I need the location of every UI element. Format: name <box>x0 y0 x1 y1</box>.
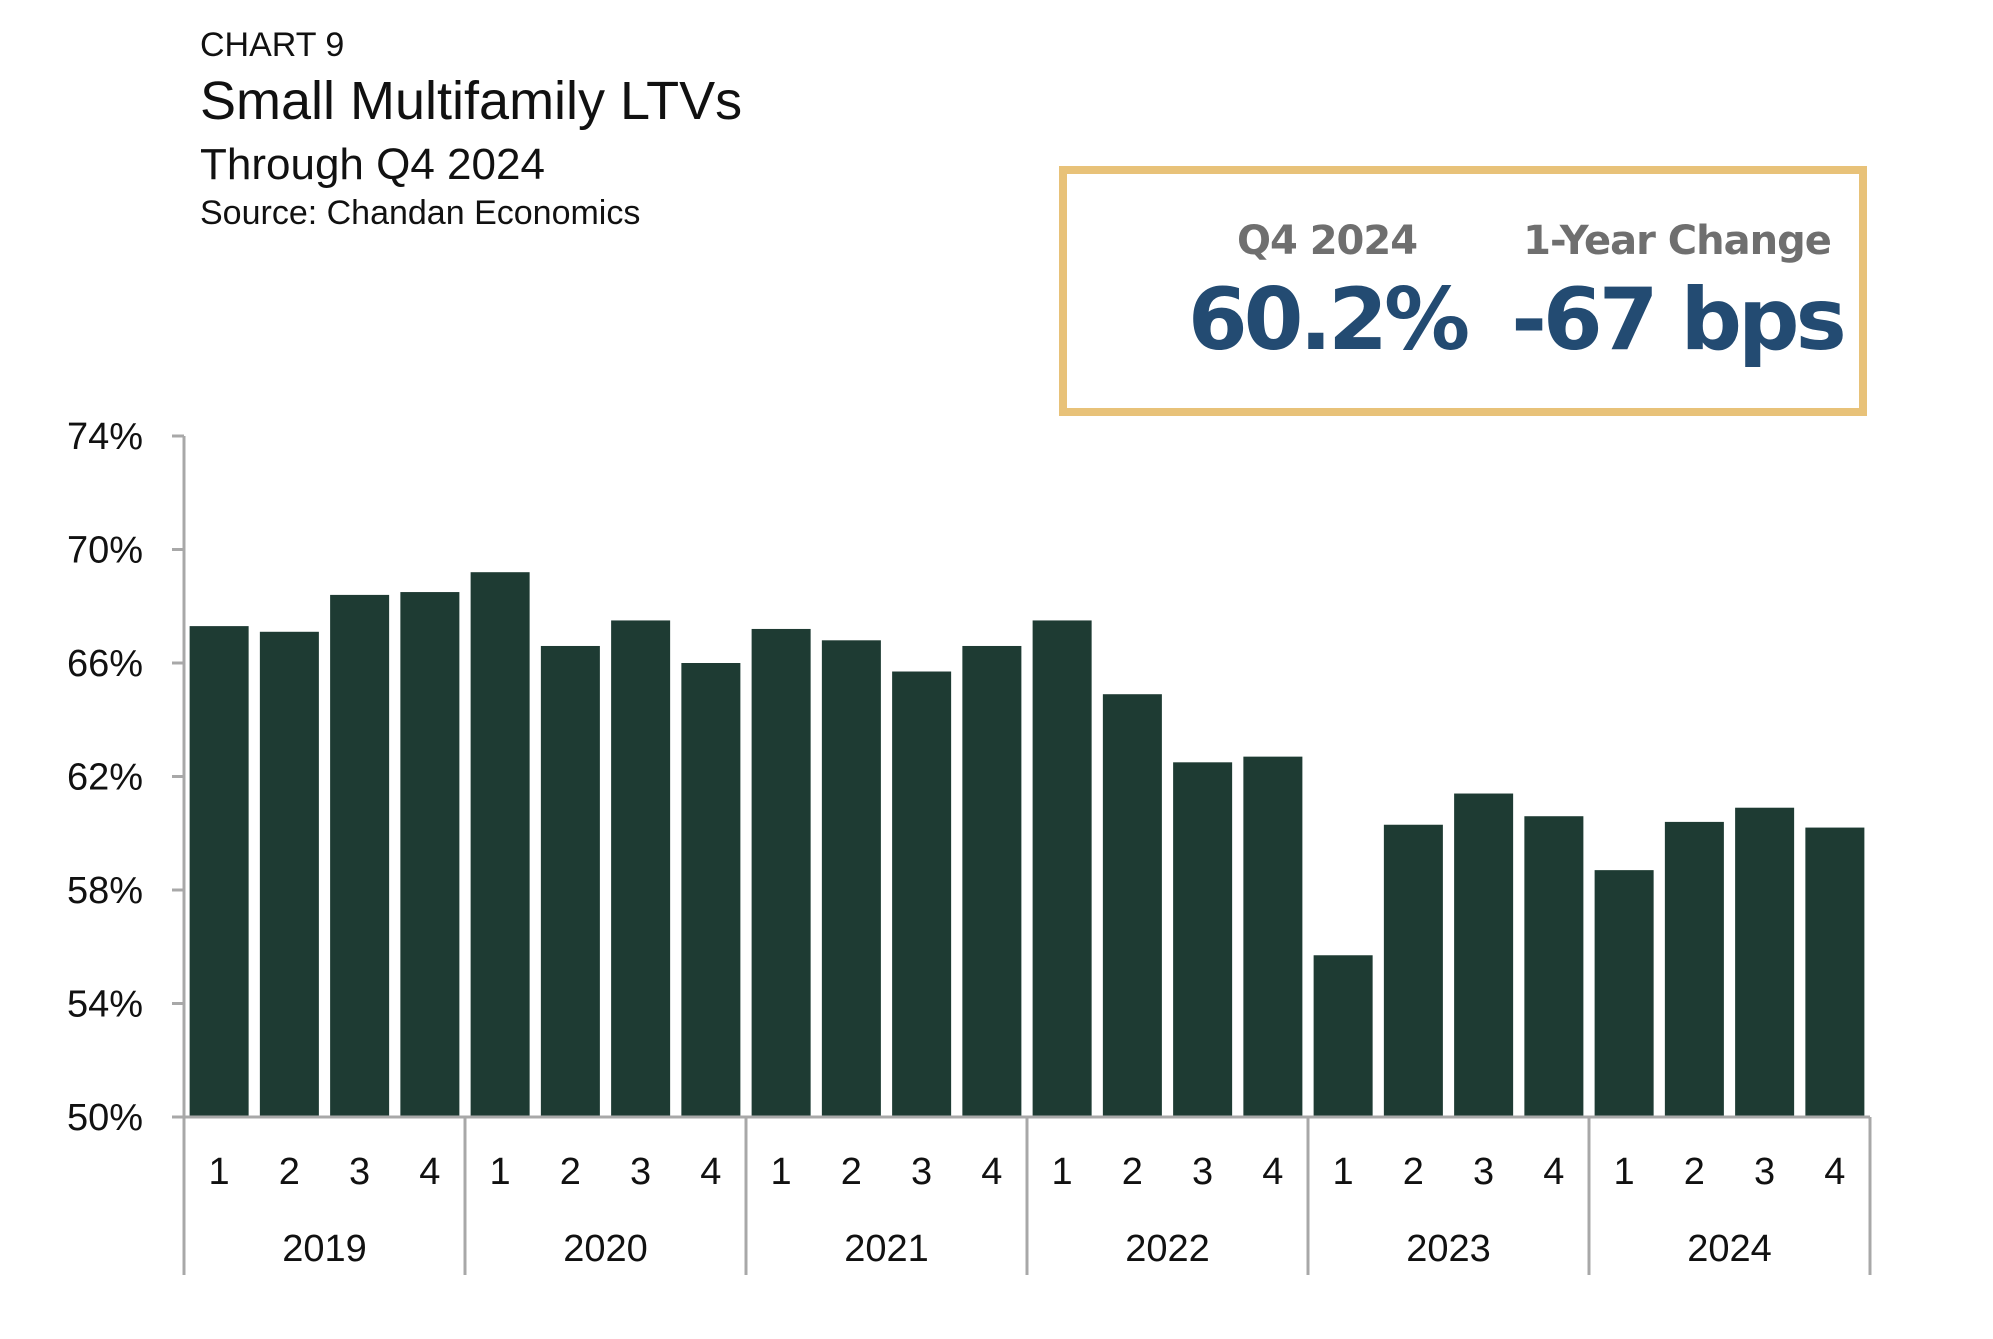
x-tick-quarter-label: 2 <box>1122 1151 1143 1193</box>
stat-change-value: -67 bps <box>1511 270 1847 370</box>
x-tick-quarter-label: 1 <box>771 1151 792 1193</box>
chart-source: Source: Chandan Economics <box>200 194 641 232</box>
bar <box>1735 807 1795 1117</box>
x-tick-quarter-label: 2 <box>279 1151 300 1193</box>
bar <box>1805 827 1865 1117</box>
bar <box>259 631 319 1117</box>
bar <box>892 671 952 1117</box>
x-tick-quarter-label: 3 <box>1754 1151 1775 1193</box>
bar <box>681 663 741 1117</box>
bar <box>962 645 1022 1117</box>
bar <box>1524 816 1584 1117</box>
bar <box>1594 870 1654 1117</box>
x-tick-year-label: 2022 <box>1125 1228 1210 1270</box>
y-tick-label: 70% <box>67 530 143 572</box>
bar <box>751 628 811 1117</box>
bar <box>540 645 600 1117</box>
bar <box>1664 821 1724 1117</box>
x-tick-quarter-label: 2 <box>560 1151 581 1193</box>
x-tick-quarter-label: 4 <box>700 1151 721 1193</box>
y-tick-label: 62% <box>67 757 143 799</box>
x-tick-quarter-label: 3 <box>349 1151 370 1193</box>
x-tick-quarter-label: 4 <box>1824 1151 1845 1193</box>
x-tick-quarter-label: 3 <box>1473 1151 1494 1193</box>
bars <box>189 572 1865 1117</box>
bar <box>1102 694 1162 1117</box>
x-tick-quarter-label: 4 <box>1262 1151 1283 1193</box>
stat-q4-value: 60.2% <box>1187 270 1470 370</box>
x-tick-quarter-label: 1 <box>1614 1151 1635 1193</box>
bar <box>1173 762 1233 1117</box>
bar <box>1454 793 1514 1117</box>
x-tick-year-label: 2021 <box>844 1228 929 1270</box>
bar <box>330 594 390 1117</box>
x-tick-quarter-label: 2 <box>841 1151 862 1193</box>
x-tick-quarter-label: 3 <box>1192 1151 1213 1193</box>
y-tick-label: 66% <box>67 643 143 685</box>
chart-title: Small Multifamily LTVs <box>200 71 743 131</box>
bar <box>1032 620 1092 1117</box>
x-tick-quarter-label: 4 <box>419 1151 440 1193</box>
bar <box>1243 756 1303 1117</box>
x-tick-quarter-label: 3 <box>630 1151 651 1193</box>
chart-subtitle: Through Q4 2024 <box>200 140 545 189</box>
bar <box>189 626 249 1117</box>
x-tick-year-label: 2020 <box>563 1228 648 1270</box>
stat-change: 1-Year Change -67 bps <box>1507 218 1847 370</box>
bar <box>611 620 671 1117</box>
bar <box>400 592 460 1117</box>
x-tick-year-label: 2023 <box>1406 1228 1491 1270</box>
stat-change-label: 1-Year Change <box>1523 218 1832 264</box>
x-tick-quarter-label: 2 <box>1403 1151 1424 1193</box>
bar <box>1313 955 1373 1117</box>
x-tick-quarter-label: 4 <box>1543 1151 1564 1193</box>
x-tick-quarter-label: 1 <box>1333 1151 1354 1193</box>
chart-label: CHART 9 <box>200 26 345 64</box>
stat-box: Q4 2024 60.2% 1-Year Change -67 bps <box>1059 166 1867 416</box>
bar <box>821 640 881 1117</box>
x-tick-year-label: 2024 <box>1687 1228 1772 1270</box>
y-tick-label: 54% <box>67 984 143 1026</box>
y-tick-label: 50% <box>67 1097 143 1139</box>
bar <box>1383 824 1443 1117</box>
x-tick-quarter-label: 1 <box>1052 1151 1073 1193</box>
x-tick-quarter-label: 1 <box>209 1151 230 1193</box>
stat-q4: Q4 2024 60.2% <box>1157 218 1497 370</box>
bar <box>470 572 530 1117</box>
x-tick-quarter-label: 2 <box>1684 1151 1705 1193</box>
y-tick-label: 58% <box>67 870 143 912</box>
x-tick-year-label: 2019 <box>282 1228 367 1270</box>
x-tick-quarter-label: 4 <box>981 1151 1002 1193</box>
stat-q4-label: Q4 2024 <box>1236 218 1418 264</box>
y-tick-label: 74% <box>67 416 143 458</box>
x-tick-quarter-label: 3 <box>911 1151 932 1193</box>
x-axis: 1 2 3 4 1 2 3 4 1 2 3 4 1 2 3 4 1 2 3 4 1 2 3 4 2019 2020 2021 2022… <box>182 1115 1872 1275</box>
x-tick-quarter-label: 1 <box>490 1151 511 1193</box>
y-axis: 50% 54% 58% 62% 66% 70% 74% <box>67 416 186 1139</box>
